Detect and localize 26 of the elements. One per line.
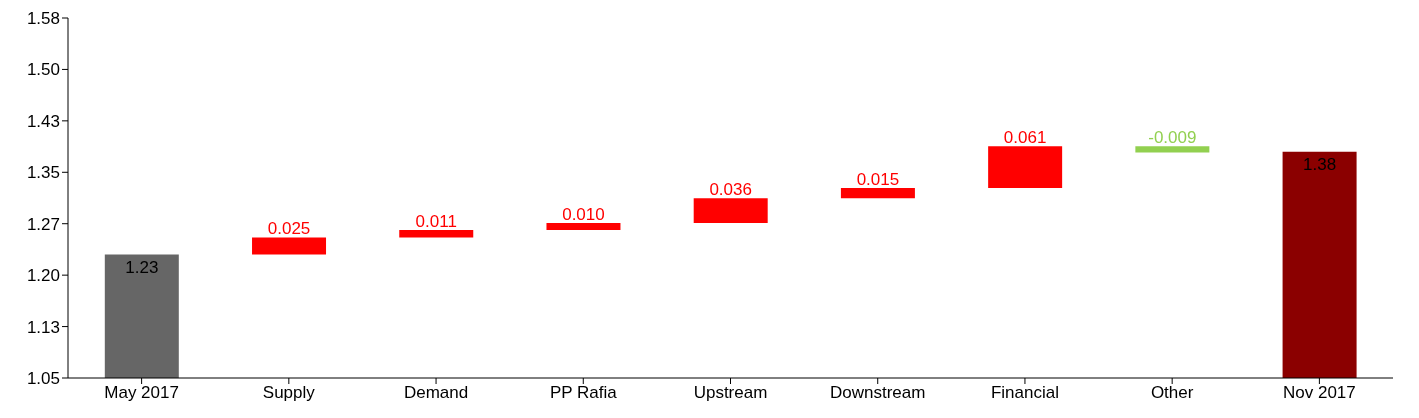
- y-tick-label: 1.43: [26, 111, 60, 131]
- y-tick-label: 1.20: [26, 266, 60, 286]
- data-label: 0.011: [415, 211, 457, 231]
- x-tick-label: PP Rafia: [549, 383, 618, 403]
- data-label: 1.23: [125, 257, 159, 277]
- y-tick-label: 1.58: [26, 9, 60, 29]
- y-tick-label: 1.05: [26, 369, 60, 389]
- data-label: 1.38: [1303, 154, 1337, 174]
- data-label: 0.036: [709, 180, 752, 200]
- x-tick-label: May 2017: [104, 383, 179, 403]
- data-label: 0.025: [267, 219, 311, 239]
- x-tick-label: Demand: [403, 383, 469, 403]
- data-label: 0.010: [562, 205, 605, 225]
- x-tick-label: Other: [1150, 383, 1194, 403]
- y-tick-label: 1.27: [26, 214, 60, 234]
- data-label: 0.015: [856, 170, 900, 190]
- x-tick-label: Financial: [990, 383, 1059, 403]
- data-label: -0.009: [1148, 128, 1197, 148]
- y-tick-label: 1.35: [26, 163, 60, 183]
- y-tick-label: 1.50: [26, 60, 60, 80]
- x-tick-label: Nov 2017: [1283, 383, 1356, 403]
- data-label: 0.061: [1003, 128, 1047, 148]
- x-tick-label: Upstream: [693, 383, 768, 403]
- x-tick-label: Supply: [262, 383, 316, 403]
- x-tick-label: Downstream: [830, 383, 926, 403]
- y-tick-label: 1.13: [26, 317, 60, 337]
